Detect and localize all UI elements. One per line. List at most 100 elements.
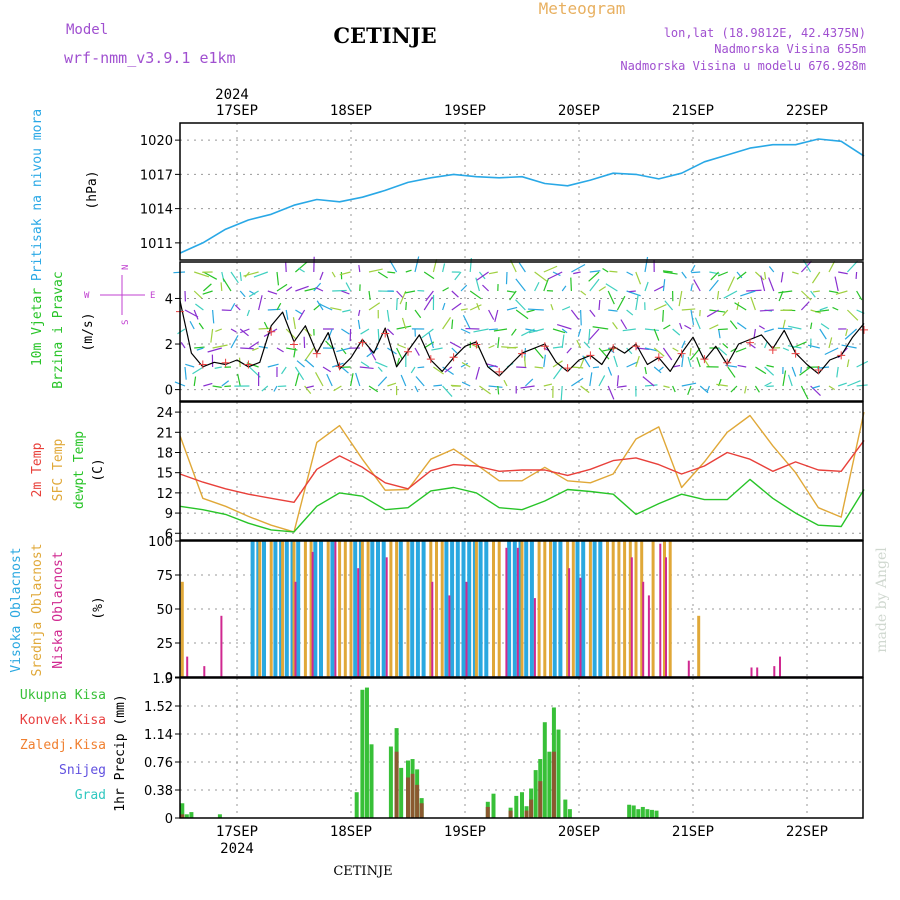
wind-arrow: [766, 364, 774, 368]
wind-arrow: [193, 290, 203, 299]
wind-arrow: [764, 366, 775, 376]
temp-label-2m: 2m Temp: [30, 442, 45, 497]
wind-arrow: [230, 328, 237, 333]
wind-arrow: [696, 357, 701, 368]
wind-arrow: [672, 347, 679, 352]
cloud-label-low: Niska Oblacnost: [51, 551, 66, 668]
wind-arrow: [460, 308, 468, 311]
wind-arrow: [787, 325, 802, 330]
mid-cloud-bar: [366, 541, 370, 677]
low-cloud-bar: [533, 598, 536, 677]
wind-arrow: [493, 328, 508, 332]
wind-arrow: [252, 347, 259, 352]
wind-arrow: [678, 290, 683, 307]
pressure-tick-label: 1017: [140, 168, 173, 183]
wind-gust-marker: [221, 358, 230, 367]
wind-arrow: [261, 385, 269, 392]
wind-arrow: [425, 290, 434, 302]
bottom-day-label: 21SEP: [672, 824, 714, 840]
wind-ylabel-1: 10m Vjetar: [30, 288, 45, 366]
wind-arrow: [350, 373, 354, 387]
wind-arrow: [377, 376, 388, 387]
wind-arrow: [841, 344, 857, 349]
wind-arrow: [740, 290, 756, 297]
wind-arrow: [460, 362, 469, 368]
wind-arrow: [423, 271, 435, 280]
conv-precip-bar: [415, 784, 420, 818]
temp-label-dewpt: dewpt Temp: [72, 431, 87, 509]
wind-arrow: [663, 385, 670, 389]
total-precip-bar: [640, 806, 645, 818]
wind-arrow: [561, 285, 567, 292]
wind-arrow: [368, 290, 371, 301]
wind-arrow: [736, 271, 747, 280]
wind-arrow: [764, 328, 774, 333]
wind-arrow: [355, 372, 361, 387]
wind-gust-marker: [312, 349, 321, 358]
wind-arrow: [592, 326, 609, 330]
wind-gust-marker: [518, 349, 526, 358]
wind-arrow: [672, 328, 681, 336]
high-cloud-bar: [410, 541, 415, 677]
wind-arrow: [800, 290, 812, 301]
wind-arrow: [460, 284, 468, 292]
wind-arrow: [571, 366, 584, 369]
precip-legend-hail: Grad: [75, 788, 106, 803]
wind-arrow: [653, 347, 665, 357]
wind-arrow: [681, 382, 697, 387]
wind-arrow: [690, 309, 695, 326]
wind-arrow: [442, 317, 452, 330]
wind-arrow: [285, 309, 289, 320]
temp-2m-line: [179, 439, 865, 503]
wind-arrow: [534, 366, 544, 369]
wind-arrow: [528, 328, 544, 334]
wind-arrow: [644, 384, 658, 387]
wind-arrow: [220, 282, 223, 292]
low-cloud-bar: [642, 581, 645, 677]
pressure-line: [179, 138, 865, 254]
wind-arrow: [340, 347, 347, 355]
total-precip-bar: [627, 804, 632, 818]
mid-cloud-bar: [520, 541, 524, 677]
precip-tick-label: 1.9: [152, 672, 173, 687]
wind-arrow: [608, 309, 618, 312]
wind-gust-marker: [677, 349, 686, 358]
wind-arrow: [663, 271, 678, 275]
mid-cloud-bar: [611, 541, 615, 677]
low-cloud-bar: [357, 568, 360, 677]
wind-arrow: [400, 374, 407, 387]
conv-precip-bar: [551, 751, 556, 818]
wind-arrow: [304, 359, 315, 368]
low-cloud-bar: [505, 547, 508, 677]
low-cloud-bar: [220, 615, 223, 677]
wind-arrow: [203, 271, 218, 280]
wind-arrow: [414, 256, 420, 273]
wind-arrow: [566, 347, 572, 354]
high-cloud-bar: [512, 541, 517, 677]
wind-arrow: [662, 347, 673, 361]
wind-arrow: [820, 323, 830, 330]
wind-arrow: [616, 375, 619, 387]
high-cloud-bar: [575, 541, 580, 677]
wind-gust-marker: [746, 338, 754, 347]
wind-arrow: [396, 347, 403, 360]
wind-arrow: [207, 347, 222, 353]
wind-arrow: [598, 286, 606, 292]
bottom-year-label: 2024: [220, 841, 254, 857]
wind-arrow: [488, 385, 503, 388]
wind-arrow: [451, 347, 458, 354]
wind-arrow: [759, 309, 774, 312]
wind-arrow: [782, 347, 790, 351]
wind-arrow: [306, 385, 314, 389]
wind-gust-marker: [723, 358, 732, 367]
bottom-day-label: 20SEP: [558, 824, 600, 840]
wind-arrow: [571, 377, 584, 387]
wind-arrow: [520, 385, 535, 389]
wind-arrow: [727, 276, 736, 292]
low-cloud-bar: [203, 666, 206, 677]
wind-arrow: [744, 385, 747, 394]
wind-arrow: [658, 366, 664, 372]
wind-gust-marker: [700, 355, 709, 364]
wind-arrow: [526, 309, 535, 313]
